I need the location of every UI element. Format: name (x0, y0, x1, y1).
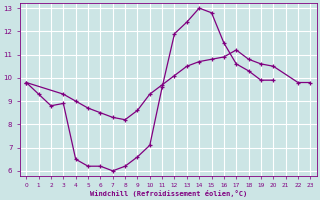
X-axis label: Windchill (Refroidissement éolien,°C): Windchill (Refroidissement éolien,°C) (90, 190, 247, 197)
